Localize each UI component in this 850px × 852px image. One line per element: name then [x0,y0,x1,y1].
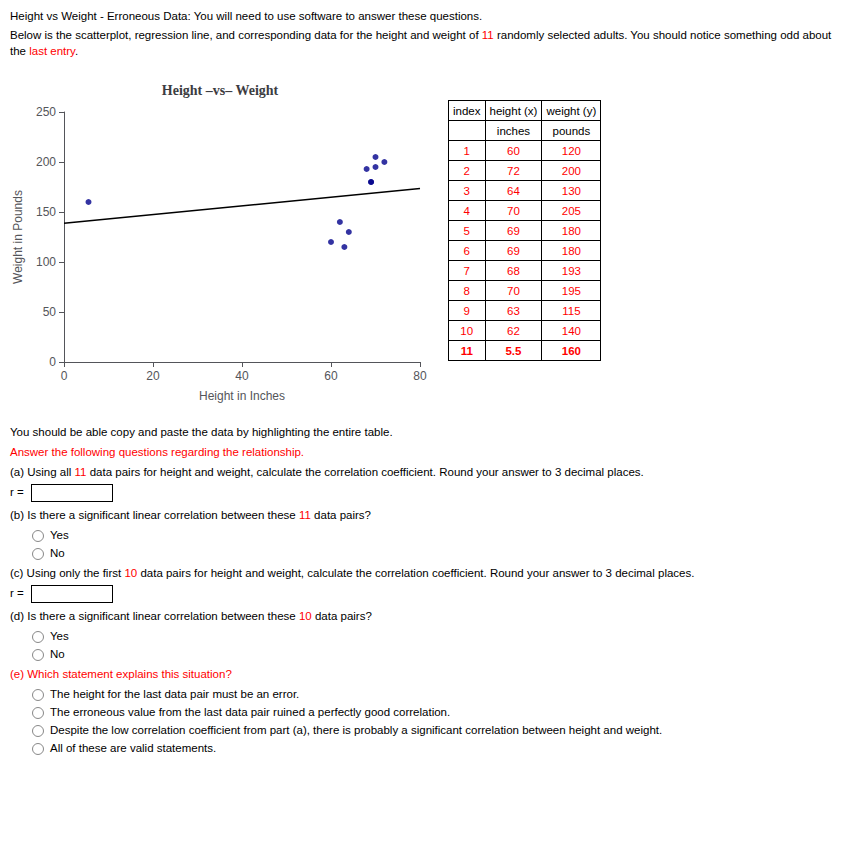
svg-text:Height –vs– Weight: Height –vs– Weight [162,83,279,98]
html-text:10: 10 [460,324,474,337]
svg-text:100: 100 [36,255,56,269]
html-text:9: 9 [463,304,470,317]
html-text:2: 2 [463,164,470,177]
html-text:The height for the last data p: The height for the last data pair must b… [50,688,300,700]
html-text:weight (y): weight (y) [546,104,597,117]
svg-text:0: 0 [49,355,56,369]
html-text:pounds: pounds [552,124,591,137]
html-text:The erroneous value from the l: The erroneous value from the last data p… [50,706,451,718]
svg-text:150: 150 [36,205,56,219]
html-text:115: 115 [562,304,581,317]
html-text:63: 63 [507,304,520,317]
html-text:Below is the scatterplot, regr: Below is the scatterplot, regression lin… [10,29,832,57]
html-text:6: 6 [463,244,470,257]
html-text:8: 8 [463,284,470,297]
svg-text:20: 20 [146,369,160,383]
html-text:r =: r = [10,486,27,498]
html-text:(e) Which statement explains t: (e) Which statement explains this situat… [10,668,232,680]
html-text:index: index [453,104,481,117]
html-text:180: 180 [561,224,581,237]
html-text:Height vs Weight - Erroneous D: Height vs Weight - Erroneous Data: You w… [10,10,483,22]
svg-text:0: 0 [61,369,68,383]
html-text:60: 60 [507,144,520,157]
html-text:Answer the following questions: Answer the following questions regarding… [10,446,305,458]
html-text:(a) Using all 11 data pairs fo: (a) Using all 11 data pairs for height a… [10,466,644,478]
html-text:72: 72 [507,164,520,177]
html-text:No: No [50,648,65,660]
svg-text:40: 40 [235,369,249,383]
html-text:5.5: 5.5 [505,344,522,357]
html-text:(c) Using only the first 10 da: (c) Using only the first 10 data pairs f… [10,567,695,579]
html-text:180: 180 [561,244,581,257]
html-text:70: 70 [507,284,520,297]
html-text:Yes: Yes [50,630,69,642]
html-text:68: 68 [507,264,520,277]
svg-text:Weight in Pounds: Weight in Pounds [11,190,25,284]
html-text:200: 200 [561,164,581,177]
html-text:inches: inches [496,124,531,137]
svg-text:60: 60 [324,369,338,383]
html-text:160: 160 [561,344,581,357]
html-text:r =: r = [10,587,27,599]
svg-text:200: 200 [36,155,56,169]
html-text:height (x): height (x) [489,104,538,117]
html-text:64: 64 [507,184,520,197]
html-text:205: 205 [561,204,581,217]
html-text:62: 62 [507,324,520,337]
svg-text:250: 250 [36,105,56,119]
html-text:Yes: Yes [50,529,69,541]
html-text:7: 7 [463,264,470,277]
html-text:5: 5 [463,224,470,237]
svg-text:Height in Inches: Height in Inches [199,389,285,403]
html-text:Despite the low correlation co: Despite the low correlation coefficient … [50,724,663,736]
html-text:11: 11 [460,344,473,357]
html-text:1: 1 [463,144,470,157]
html-text:69: 69 [507,244,520,257]
html-text:All of these are valid stateme: All of these are valid statements. [50,742,217,754]
html-text:69: 69 [507,224,520,237]
html-text:193: 193 [561,264,581,277]
html-text:120: 120 [561,144,581,157]
html-text:195: 195 [561,284,581,297]
html-text:No: No [50,547,65,559]
html-text:(b) Is there a significant lin: (b) Is there a significant linear correl… [10,509,371,521]
html-text:(d) Is there a significant lin: (d) Is there a significant linear correl… [10,610,372,622]
html-text:4: 4 [463,204,470,217]
html-text:130: 130 [561,184,581,197]
html-text:3: 3 [463,184,470,197]
html-text:70: 70 [507,204,520,217]
html-text:140: 140 [561,324,581,337]
svg-text:80: 80 [413,369,427,383]
svg-text:50: 50 [43,305,57,319]
html-text:You should be able copy and pa: You should be able copy and paste the da… [10,426,393,438]
